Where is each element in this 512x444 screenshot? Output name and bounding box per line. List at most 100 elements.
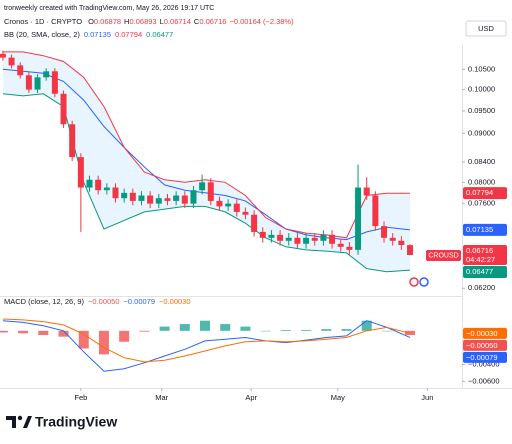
- legend-change-pct: (−2.38%): [263, 17, 294, 26]
- symbol-title: Cronos · 1D · CRYPTO: [4, 17, 82, 26]
- candle-body: [112, 187, 119, 199]
- candle-body: [0, 53, 6, 58]
- candle-body: [69, 124, 76, 158]
- legend-key: H: [124, 17, 129, 26]
- legend-key: L: [160, 17, 164, 26]
- candle-body: [389, 237, 396, 241]
- candle-body: [103, 187, 110, 191]
- indicator-legend: MACD (close, 12, 26, 9) −0.00050 −0.00079−…: [4, 297, 191, 306]
- legend-value: −0.00050: [88, 297, 120, 306]
- price-label-box: [463, 266, 507, 279]
- price-label: 0.06477: [466, 267, 493, 276]
- histogram-bar: [220, 324, 231, 331]
- logo-mark: [17, 415, 23, 421]
- candle-body: [95, 179, 102, 191]
- price-label: 0.06716: [466, 246, 493, 255]
- histogram-bar: [179, 324, 190, 331]
- candle-body: [207, 182, 214, 201]
- price-label: −0.00050: [466, 341, 498, 350]
- candle-body: [346, 246, 353, 250]
- candle-body: [8, 57, 15, 66]
- histogram-bar: [260, 330, 271, 332]
- candle-body: [51, 71, 58, 94]
- histogram-bar: [341, 329, 352, 331]
- candle-body: [164, 198, 171, 201]
- candle-body: [381, 226, 388, 238]
- histogram-bar: [159, 326, 170, 331]
- candle-body: [199, 182, 206, 191]
- price-label: −0.00030: [466, 329, 498, 338]
- candle-body: [363, 187, 370, 196]
- y-tick-label: −0.00400: [468, 359, 500, 368]
- y-tick-label: 0.08400: [468, 157, 495, 166]
- candle-body: [372, 195, 379, 227]
- candle-body: [25, 75, 32, 90]
- candle-body: [285, 237, 292, 241]
- histogram-bar: [18, 330, 29, 334]
- candle-body: [60, 93, 67, 125]
- price-label: 0.07135: [466, 225, 493, 234]
- candle-body: [398, 240, 405, 245]
- candle-body: [121, 192, 128, 199]
- price-label-box: [463, 223, 507, 236]
- candle-body: [320, 234, 327, 241]
- price-label-box: [463, 351, 507, 363]
- candle-body: [268, 234, 275, 238]
- histogram-bar: [361, 320, 372, 331]
- candle-body: [355, 187, 362, 250]
- band-line: [2, 51, 410, 239]
- candle-body: [337, 243, 344, 247]
- legend-key: O: [88, 17, 94, 26]
- candle-body: [77, 157, 84, 188]
- price-label-box: [463, 245, 507, 266]
- symbol-tag-box: [426, 250, 461, 262]
- x-tick-label: Feb: [74, 393, 87, 402]
- currency: USD: [478, 24, 494, 33]
- indicator-title: MACD (close, 12, 26, 9): [4, 297, 85, 306]
- legend-value: 0.06714: [164, 17, 191, 26]
- symbol-legend: Cronos · 1D · CRYPTO O0.06878 H0.06893 L0.0…: [4, 17, 294, 26]
- indicator-legend: BB (20, SMA, close, 2) 0.07135 0.07794 0.06…: [4, 30, 173, 39]
- histogram-bar: [301, 329, 312, 331]
- price-label: 0.07794: [466, 188, 493, 197]
- x-tick-label: Mar: [155, 393, 168, 402]
- candle-body: [277, 234, 284, 241]
- candle-body: [138, 195, 145, 201]
- candle-body: [329, 234, 336, 244]
- histogram-bar: [381, 330, 392, 332]
- legend-value: −0.00079: [124, 297, 156, 306]
- price-label-box: [463, 327, 507, 339]
- logo-mark: [6, 416, 16, 428]
- x-tick-label: Apr: [245, 393, 257, 402]
- band-line: [2, 68, 411, 241]
- price-label: −0.00079: [466, 353, 498, 362]
- candle-body: [311, 237, 318, 241]
- candle-body: [190, 190, 197, 204]
- x-tick-label: Jun: [421, 393, 433, 402]
- flags: [409, 277, 429, 287]
- flag-icon: [409, 277, 419, 287]
- logo: TradingView: [6, 414, 117, 430]
- legend-value: 0.07135: [84, 30, 111, 39]
- histogram-bar: [0, 330, 8, 333]
- legend-value: 0.06893: [129, 17, 156, 26]
- histogram-bar: [58, 330, 69, 337]
- candle-body: [17, 65, 24, 76]
- legend-value: 0.06878: [94, 17, 121, 26]
- macd-line: [2, 320, 411, 372]
- candle-body: [225, 203, 232, 207]
- candle-body: [242, 211, 249, 215]
- brand: TradingView: [35, 414, 117, 430]
- candle-body: [181, 195, 188, 204]
- symbol-tag: CROUSD: [428, 252, 458, 259]
- y-tick-label: 0.07600: [468, 199, 495, 208]
- x-tick-label: May: [331, 393, 345, 402]
- currency-box[interactable]: [465, 20, 507, 37]
- histogram-bar: [321, 329, 332, 331]
- candle-body: [294, 237, 301, 244]
- candle-body: [303, 237, 310, 244]
- candle-body: [407, 245, 414, 256]
- y-tick-label: 0.10000: [468, 85, 495, 94]
- histogram-bar: [200, 320, 211, 331]
